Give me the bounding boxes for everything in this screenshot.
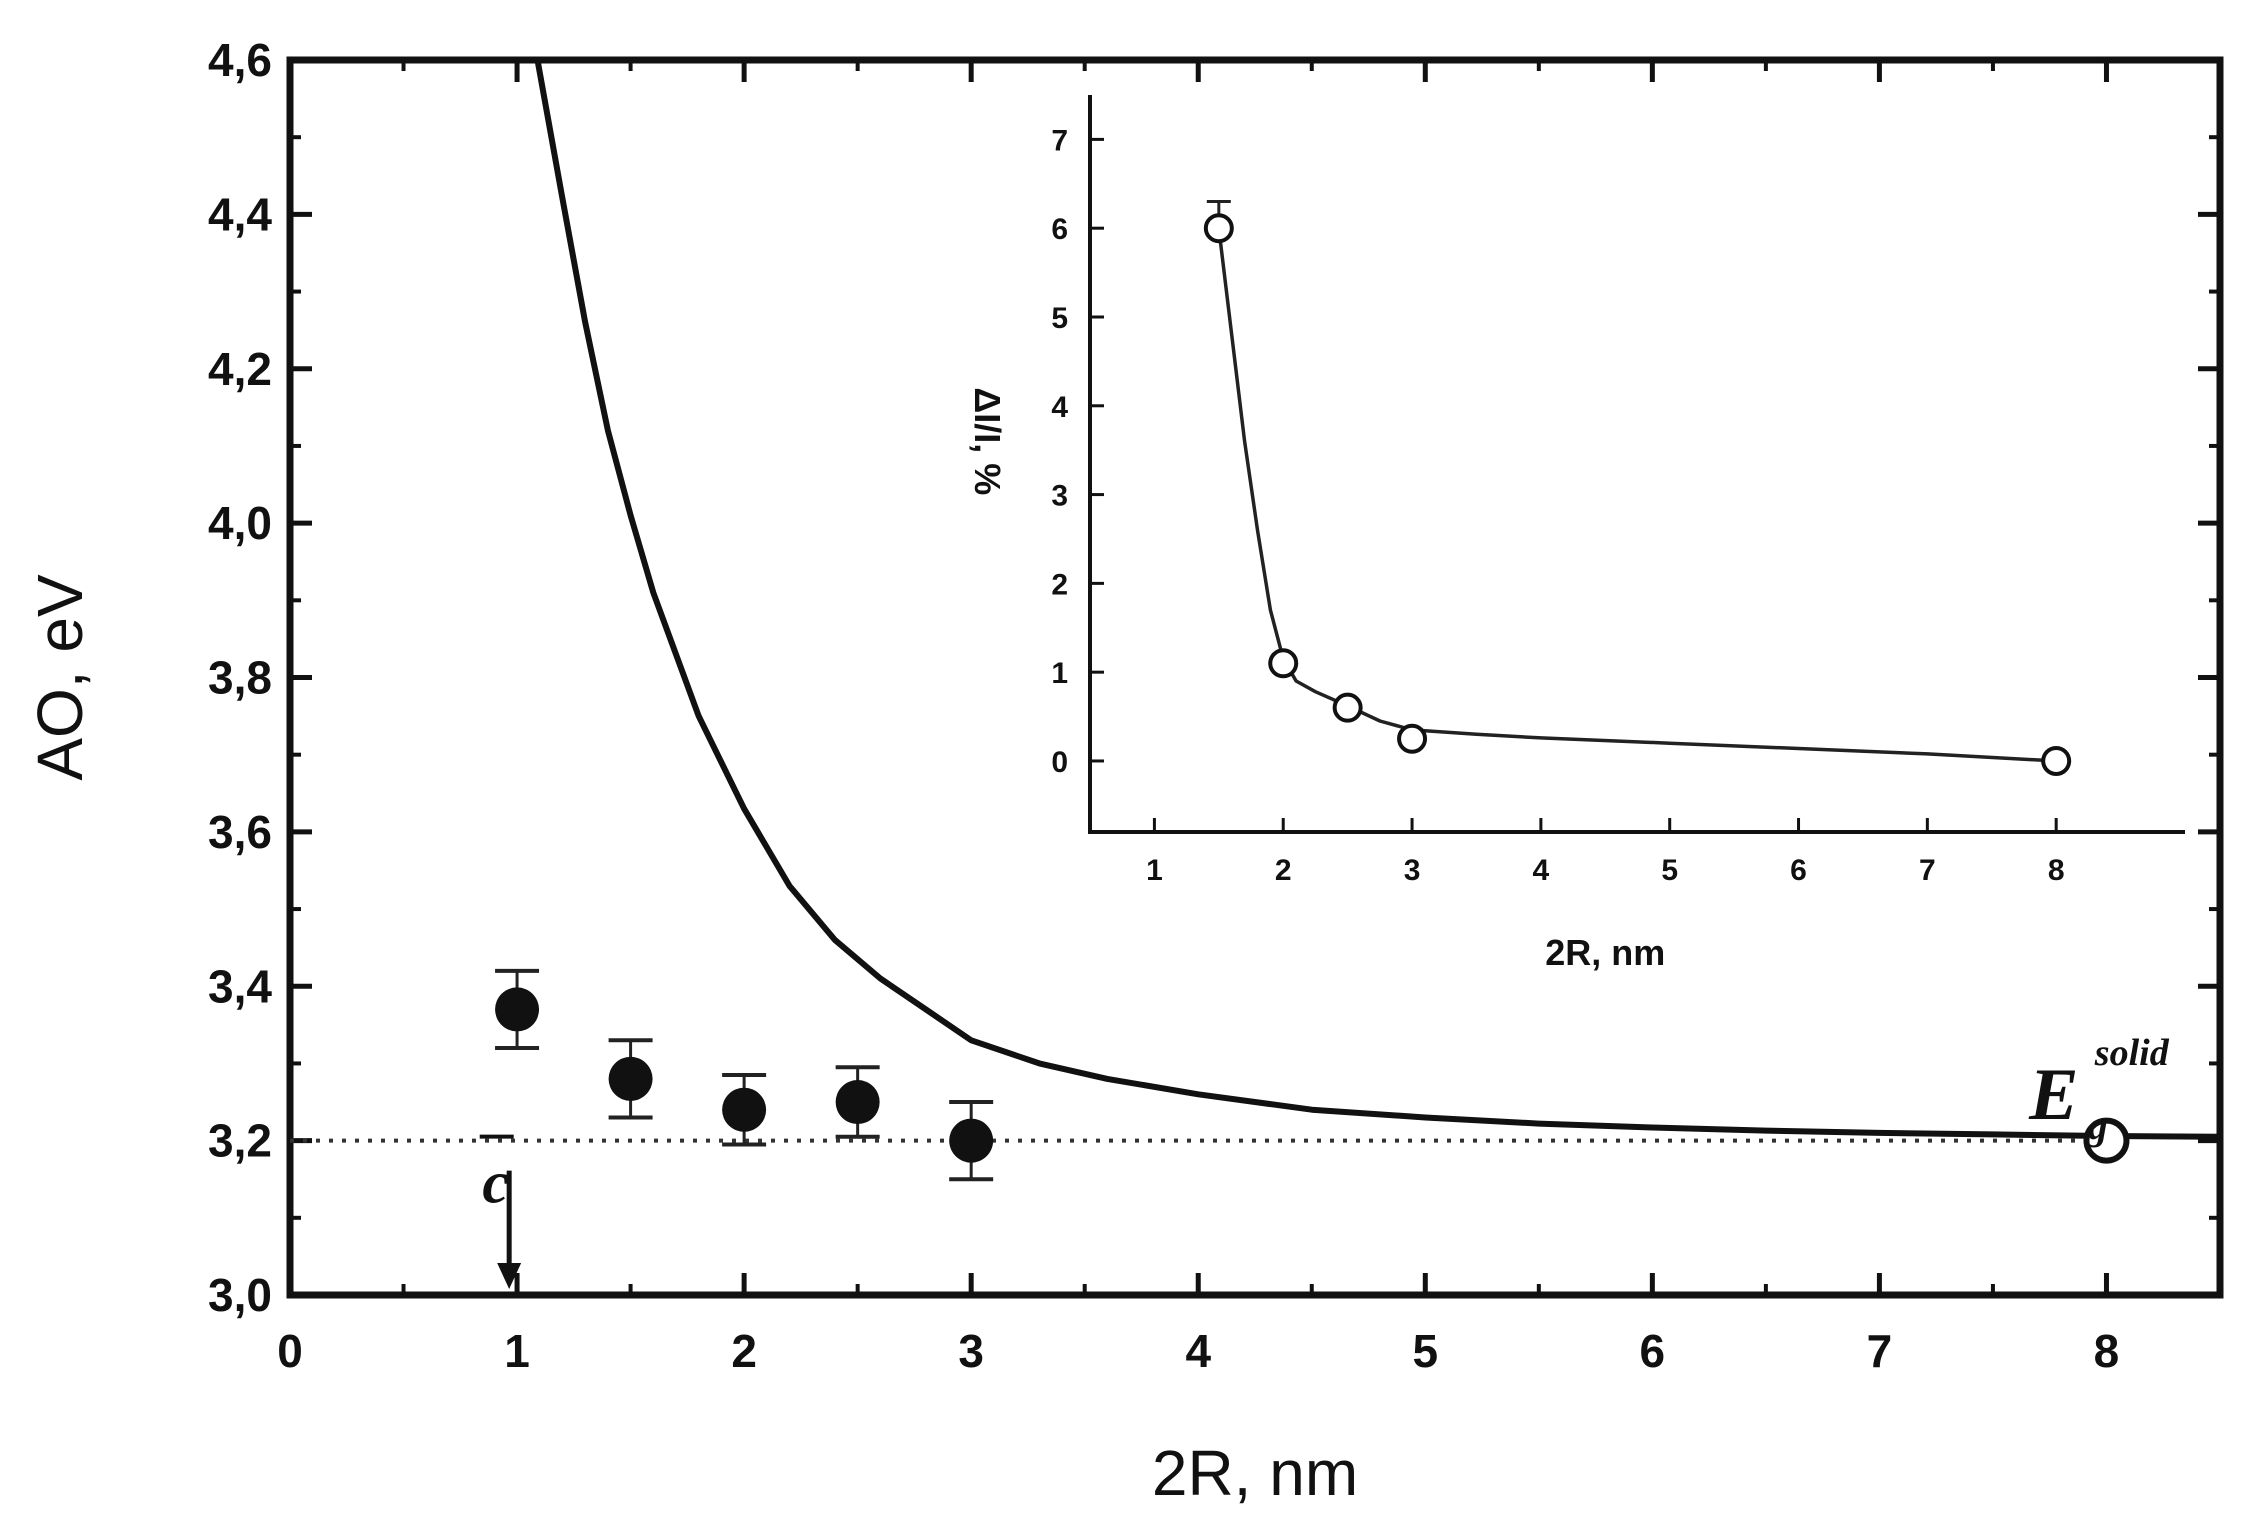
inset-x-tick-label: 5 xyxy=(1661,854,1678,887)
main-data-points xyxy=(495,968,2130,1182)
main-y-tick-label: 3,2 xyxy=(208,1115,272,1167)
inset-x-tick-label: 8 xyxy=(2048,854,2065,887)
annotation-c-arrow-head xyxy=(497,1263,522,1289)
main-curve xyxy=(534,59,2221,1140)
main-y-tick-label: 4,2 xyxy=(208,343,272,395)
data-point xyxy=(722,1087,767,1132)
main-chart: 0 1 2 3 4 5 6 7 8 3,0 3,2 3,4 3,6 3,8 4,0 4,2 4,4 4,6 c Es… xyxy=(24,34,2224,1509)
annotation-E-subscript: g xyxy=(2087,1103,2108,1148)
main-y-tick-label: 4,0 xyxy=(208,497,272,549)
inset-chart: 1 2 3 4 5 6 7 8 0 1 2 3 4 5 6 7 2R, nm ΔI/I, % xyxy=(967,95,2185,973)
theory-curve xyxy=(534,59,2221,1140)
main-x-tick-label: 8 xyxy=(2094,1325,2120,1377)
main-x-tick-label: 5 xyxy=(1412,1325,1438,1377)
main-y-tick-label: 3,6 xyxy=(208,806,272,858)
inset-data-point xyxy=(2041,745,2072,776)
main-x-tick-label: 4 xyxy=(1185,1325,1211,1377)
inset-x-tick-label: 1 xyxy=(1146,854,1163,887)
main-x-tick-label: 0 xyxy=(277,1325,303,1377)
inset-y-tick-label: 0 xyxy=(1051,746,1068,779)
inset-y-axis-label: ΔI/I, % xyxy=(967,387,1008,495)
main-x-tick-label: 2 xyxy=(731,1325,757,1377)
inset-x-tick-label: 6 xyxy=(1790,854,1807,887)
inset-x-tick-label: 3 xyxy=(1404,854,1421,887)
inset-y-tick-label: 5 xyxy=(1051,302,1068,335)
main-y-tick-label: 4,6 xyxy=(208,34,272,86)
main-x-axis-label: 2R, nm xyxy=(1152,1437,1358,1509)
inset-data-point xyxy=(1203,213,1234,244)
inset-y-tick-label: 4 xyxy=(1051,391,1068,424)
annotation-c: c xyxy=(482,1150,509,1216)
inset-data-point xyxy=(1397,723,1428,754)
main-x-tick-label: 1 xyxy=(504,1325,530,1377)
main-y-tick-label: 3,0 xyxy=(208,1269,272,1321)
inset-y-tick-label: 3 xyxy=(1051,480,1068,513)
main-x-tick-label: 7 xyxy=(1867,1325,1893,1377)
data-point xyxy=(495,987,540,1032)
annotation-E-superscript: solid xyxy=(2094,1032,2170,1074)
main-y-axis-label: AO, eV xyxy=(24,574,96,781)
inset-data-point xyxy=(1268,648,1299,679)
main-x-tick-label: 6 xyxy=(1640,1325,1666,1377)
main-x-tick-label: 3 xyxy=(958,1325,984,1377)
inset-plot-background xyxy=(1090,95,2185,832)
inset-x-axis-label: 2R, nm xyxy=(1545,932,1665,973)
inset-data-points xyxy=(1203,200,2072,776)
main-y-tick-label: 4,4 xyxy=(208,188,272,240)
inset-data-point xyxy=(1332,692,1363,723)
inset-x-tick-label: 4 xyxy=(1533,854,1550,887)
main-y-tick-label: 3,4 xyxy=(208,960,272,1012)
bulk-point xyxy=(2083,1117,2130,1164)
inset-y-tick-label: 2 xyxy=(1051,568,1068,601)
inset-ticks: 1 2 3 4 5 6 7 8 0 1 2 3 4 5 6 7 xyxy=(1051,124,2064,887)
data-point xyxy=(835,1080,880,1125)
inset-y-tick-label: 7 xyxy=(1051,124,1068,157)
inset-y-tick-label: 1 xyxy=(1051,657,1068,690)
inset-x-tick-label: 2 xyxy=(1275,854,1292,887)
annotation-E: E xyxy=(2028,1054,2078,1136)
main-ticks: 0 1 2 3 4 5 6 7 8 3,0 3,2 3,4 3,6 3,8 4,0 4,2 4,4 4,6 xyxy=(208,34,2220,1377)
main-y-tick-label: 3,8 xyxy=(208,652,272,704)
data-point xyxy=(608,1056,653,1101)
inset-y-tick-label: 6 xyxy=(1051,213,1068,246)
inset-axes xyxy=(1088,95,2185,834)
inset-x-tick-label: 7 xyxy=(1919,854,1936,887)
data-point xyxy=(949,1118,994,1163)
